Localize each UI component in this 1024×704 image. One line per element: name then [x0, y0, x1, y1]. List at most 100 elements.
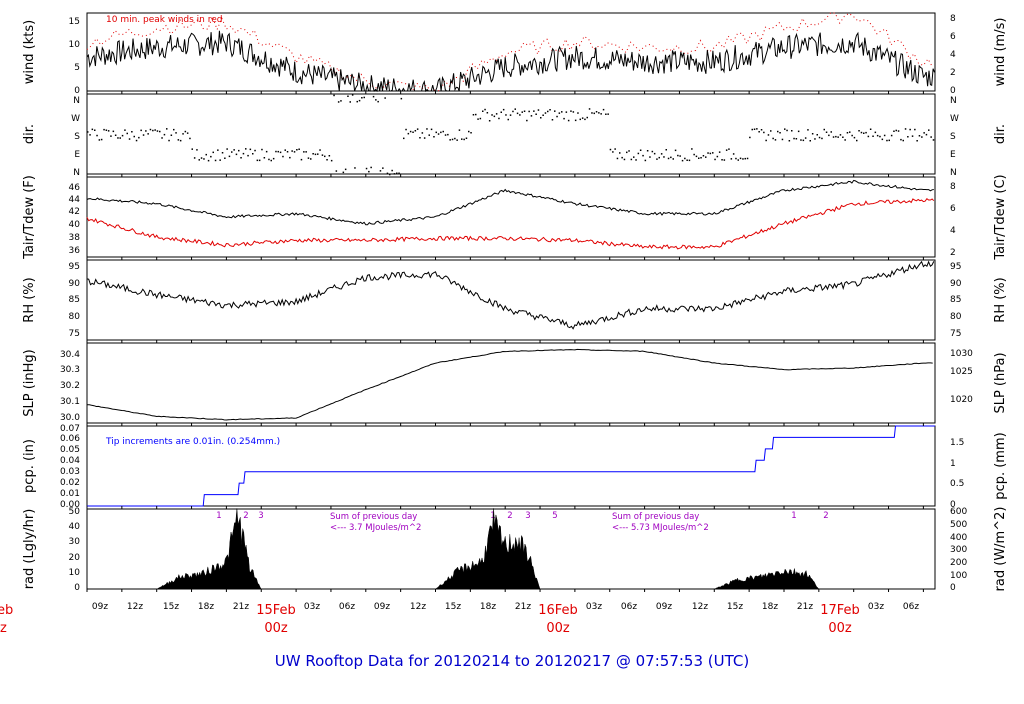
dir-point: [317, 153, 319, 155]
dir-point: [512, 110, 514, 113]
dir-point: [91, 128, 94, 131]
dir-point: [463, 138, 465, 141]
pcp-ytick-left: 0.06: [60, 434, 80, 444]
dir-point: [261, 148, 263, 151]
dir-point: [421, 132, 424, 134]
dir-point: [914, 128, 916, 131]
dir-point: [561, 111, 563, 113]
pcp-ytick-left: 0.07: [60, 424, 80, 434]
slp-plot-frame: [86, 342, 936, 424]
dir-point: [184, 130, 187, 133]
dir-point: [214, 159, 217, 162]
dir-point: [542, 114, 544, 116]
dir-point: [263, 157, 266, 159]
dir-point: [737, 159, 739, 161]
dir-point: [688, 159, 691, 162]
dir-point: [200, 157, 203, 159]
dir-point: [565, 111, 568, 113]
dir-point: [430, 128, 433, 131]
dir-point: [245, 148, 247, 150]
dir-point: [816, 134, 818, 136]
slp-ytick-right: 1020: [950, 395, 973, 405]
dir-point: [793, 137, 795, 140]
wind-ylabel-left: wind (kts): [22, 20, 37, 84]
dir-point: [351, 94, 354, 96]
dir-point: [802, 139, 805, 142]
slp-ytick-left: 30.4: [60, 350, 80, 360]
dir-point: [549, 109, 551, 111]
dir-point: [161, 137, 163, 139]
dir-point: [442, 130, 444, 133]
dir-point: [498, 117, 500, 120]
dir-point: [347, 95, 349, 97]
dir-point: [105, 129, 108, 131]
dir-point: [356, 100, 358, 103]
dir-point: [475, 113, 477, 116]
temp-ytick-right: 4: [950, 226, 956, 236]
dir-point: [289, 156, 291, 159]
x-day-label: 16Feb: [538, 603, 578, 618]
dir-point: [300, 158, 303, 161]
rad-marker: 1: [216, 511, 221, 521]
dir-point: [284, 149, 286, 151]
dir-point: [674, 149, 677, 152]
dir-point: [477, 118, 479, 120]
dir-point: [326, 159, 328, 161]
dir-point: [712, 152, 714, 154]
wind-annotation: 10 min. peak winds in red: [106, 15, 223, 25]
dir-point: [535, 113, 537, 115]
rh-ytick-left: 75: [69, 329, 80, 339]
dir-point: [554, 110, 556, 112]
dir-point: [660, 153, 663, 155]
dir-point: [500, 111, 502, 113]
dir-point: [893, 130, 895, 132]
dir-ytick-right: W: [950, 114, 959, 124]
dir-point: [581, 117, 584, 119]
pcp-panel: pcp. (in) pcp. (mm) 0.00 0.01 0.02 0.03 …: [22, 424, 1008, 510]
dir-point: [221, 152, 224, 154]
dir-point: [595, 111, 598, 113]
x-hour-label: 12z: [410, 602, 426, 612]
dir-point: [846, 132, 849, 134]
dir-point: [133, 135, 135, 138]
x-hour-label: 15z: [727, 602, 743, 612]
dir-point: [440, 131, 442, 134]
x-hour-label: 18z: [762, 602, 778, 612]
dir-ylabel-right: dir.: [993, 124, 1008, 144]
dir-point: [784, 128, 786, 130]
dir-point: [110, 135, 112, 137]
dir-point: [702, 155, 705, 157]
dir-point: [598, 112, 600, 114]
dir-point: [270, 159, 272, 162]
dir-point: [470, 132, 472, 134]
rad-ytick-right: 400: [950, 533, 967, 543]
dir-point: [698, 157, 700, 159]
dir-point: [444, 134, 447, 136]
pcp-ytick-right: 1.5: [950, 438, 964, 448]
rh-ytick-left: 90: [69, 279, 81, 289]
dir-point: [672, 158, 674, 160]
dir-point: [170, 134, 173, 136]
rad-ylabel-right: rad (W/m^2): [993, 507, 1008, 592]
pcp-ytick-left: 0.01: [60, 489, 80, 499]
dir-point: [305, 151, 307, 153]
dir-ylabel-left: dir.: [22, 124, 37, 144]
dir-point: [210, 155, 212, 158]
dir-point: [175, 132, 177, 134]
dir-point: [282, 155, 284, 158]
dir-point: [830, 131, 832, 133]
dir-point: [804, 137, 807, 139]
dir-point: [131, 131, 133, 133]
dir-point: [398, 172, 400, 174]
dir-point: [849, 131, 851, 133]
dir-point: [286, 151, 289, 153]
wind-ytick-left: 0: [74, 86, 80, 96]
pcp-plot-frame: [86, 425, 936, 507]
dir-point: [684, 157, 686, 160]
x-day-hour-label: 00z: [264, 621, 288, 636]
dir-point: [835, 135, 837, 138]
dir-point: [909, 128, 911, 131]
dir-point: [593, 112, 595, 115]
dir-point: [330, 159, 333, 162]
